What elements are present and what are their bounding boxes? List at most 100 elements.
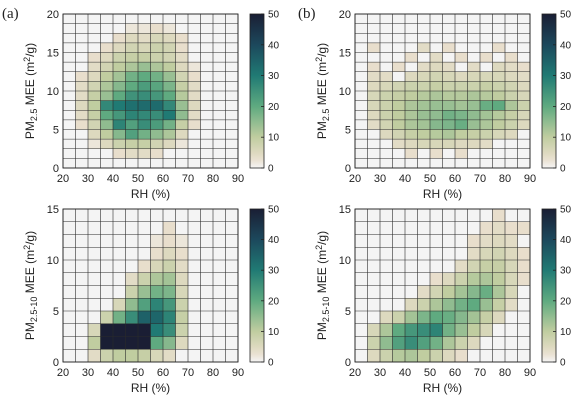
heatmap-cell: [417, 81, 430, 91]
heatmap-cell: [442, 91, 455, 101]
heatmap-cell: [392, 110, 405, 120]
heatmap-cell: [163, 71, 176, 82]
heatmap-cell: [113, 33, 126, 43]
heatmap-cell: [517, 100, 530, 111]
x-tick-label: 70: [182, 367, 194, 379]
heatmap-cell: [113, 119, 126, 130]
y-tick-label: 20: [47, 9, 59, 21]
heatmap-cell: [492, 119, 505, 130]
colorbar-tick-label: 30: [560, 71, 572, 82]
x-tick-label: 30: [374, 173, 386, 185]
heatmap-cell: [505, 52, 518, 63]
colorbar: [249, 208, 265, 363]
heatmap-cell: [467, 323, 480, 337]
heatmap-cell: [175, 42, 188, 53]
heatmap-cell: [163, 311, 176, 324]
heatmap-cell: [517, 110, 530, 120]
heatmap-cell: [163, 110, 176, 120]
heatmap-cell: [367, 336, 380, 350]
colorbar-tick-label: 30: [268, 71, 280, 82]
colorbar-tick-label: 30: [560, 266, 572, 277]
panel-label: (b): [298, 6, 316, 22]
heatmap-cell: [100, 139, 113, 149]
heatmap-cell: [392, 100, 405, 111]
x-tick-label: 70: [182, 173, 194, 185]
heatmap-cell: [505, 129, 518, 140]
heatmap-cell: [405, 52, 418, 63]
heatmap-cell: [467, 91, 480, 101]
heatmap-cell: [163, 62, 176, 72]
heatmap-cell: [175, 119, 188, 130]
heatmap-cell: [405, 119, 418, 130]
colorbar-tick-label: 20: [268, 296, 280, 307]
heatmap-cell: [392, 323, 405, 337]
y-axis-label: PM2.5 MEE (m2/g): [314, 43, 331, 139]
heatmap-cell: [505, 110, 518, 120]
heatmap-cell: [88, 336, 101, 350]
x-tick-label: 40: [399, 173, 411, 185]
heatmap-cell: [442, 62, 455, 72]
heatmap-cell: [492, 298, 505, 311]
y-axis-label: PM2.5 MEE (m2/g): [22, 43, 39, 139]
heatmap-cell: [505, 285, 518, 299]
heatmap-cell: [100, 100, 113, 111]
heatmap-cell: [417, 139, 430, 149]
heatmap-cell: [430, 311, 443, 324]
heatmap-cell: [430, 349, 443, 362]
heatmap-cell: [367, 119, 380, 130]
heatmap-cell: [442, 110, 455, 120]
colorbar-tick-label: 0: [560, 358, 566, 369]
heatmap-cell: [163, 285, 176, 299]
heatmap-cell: [125, 323, 138, 337]
heatmap-cell: [367, 81, 380, 91]
heatmap-cell: [125, 52, 138, 63]
heatmap-cell: [150, 33, 163, 43]
heatmap-cell: [455, 91, 468, 101]
heatmap-cell: [455, 336, 468, 350]
heatmap-cell: [188, 100, 201, 111]
heatmap-cell: [88, 139, 101, 149]
heatmap-cell: [100, 323, 113, 337]
heatmap-cell: [75, 81, 88, 91]
colorbar: [541, 208, 557, 363]
heatmap-cell: [492, 311, 505, 324]
heatmap-cell: [467, 71, 480, 82]
heatmap-cell: [367, 71, 380, 82]
heatmap-cell: [430, 323, 443, 337]
heatmap-cell: [380, 91, 393, 101]
heatmap-cell: [417, 323, 430, 337]
heatmap-panel-b-bottom: 20 30 40 50 60 70 80 90 0 5 10 15 RH (%) PM2.5-10 MEE…: [314, 204, 572, 395]
heatmap-cell: [163, 33, 176, 43]
heatmap-cell: [138, 285, 151, 299]
heatmap-panel-a-bottom: 20 30 40 50 60 70 80 90 0 5 10 15 RH (%) PM2.5-10 MEE…: [22, 204, 280, 395]
heatmap-cell: [367, 91, 380, 101]
heatmap-cell: [492, 110, 505, 120]
heatmap-cell: [100, 52, 113, 63]
x-tick-label: 40: [399, 367, 411, 379]
y-tick-label: 10: [47, 86, 59, 98]
heatmap-cell: [392, 139, 405, 149]
heatmap-cell: [150, 139, 163, 149]
heatmap-cell: [380, 129, 393, 140]
heatmap-cell: [455, 71, 468, 82]
heatmap-cell: [367, 110, 380, 120]
heatmap-cell: [392, 81, 405, 91]
colorbar-tick-label: 20: [268, 102, 280, 113]
y-tick-label: 10: [47, 255, 59, 267]
colorbar-tick-label: 20: [560, 296, 572, 307]
heatmap-cell: [405, 71, 418, 82]
heatmap-cell: [163, 119, 176, 130]
x-tick-label: 20: [57, 173, 69, 185]
heatmap-cell: [405, 91, 418, 101]
heatmap-cell: [492, 91, 505, 101]
y-tick-label: 0: [53, 357, 59, 369]
heatmap-cell: [455, 52, 468, 63]
heatmap-cell: [125, 148, 138, 159]
heatmap-cell: [455, 110, 468, 120]
heatmap-cell: [492, 209, 505, 222]
heatmap-cell: [125, 81, 138, 91]
y-tick-label: 15: [339, 48, 351, 60]
heatmap-cell: [150, 100, 163, 111]
y-tick-label: 5: [345, 306, 351, 318]
heatmap-cell: [188, 91, 201, 101]
